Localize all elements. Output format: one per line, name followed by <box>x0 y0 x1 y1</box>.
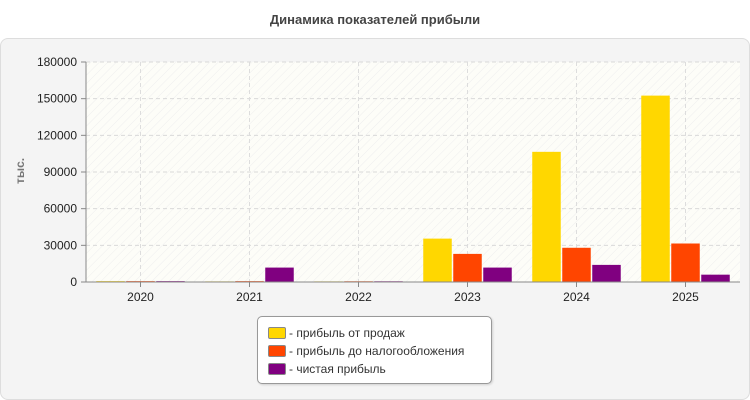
bar <box>592 264 621 282</box>
legend-item-pretax-profit[interactable]: - прибыль до налогообложения <box>268 343 464 359</box>
bar <box>423 238 452 282</box>
y-axis-title: тыс. <box>13 157 27 184</box>
chart-title: Динамика показателей прибыли <box>269 12 481 27</box>
y-tick-label: 120000 <box>37 128 77 142</box>
x-tick-label: 2025 <box>672 290 699 304</box>
legend-label-sales-profit: - прибыль от продаж <box>289 326 405 340</box>
bar <box>532 151 561 282</box>
y-tick-label: 30000 <box>44 238 78 252</box>
x-tick-label: 2022 <box>345 290 372 304</box>
legend-item-sales-profit[interactable]: - прибыль от продаж <box>268 325 405 341</box>
x-tick-label: 2020 <box>127 290 154 304</box>
x-tick-label: 2021 <box>236 290 263 304</box>
bar <box>671 243 700 282</box>
bar <box>562 247 591 282</box>
x-tick-label: 2024 <box>563 290 590 304</box>
bar <box>483 267 512 282</box>
x-tick-label: 2023 <box>454 290 481 304</box>
y-tick-label: 180000 <box>37 55 77 69</box>
y-tick-label: 0 <box>70 275 77 289</box>
legend-item-net-profit[interactable]: - чистая прибыль <box>268 361 386 377</box>
y-tick-label: 60000 <box>44 202 78 216</box>
bar <box>641 95 670 282</box>
legend-swatch-pretax-profit <box>268 345 286 357</box>
legend-label-pretax-profit: - прибыль до налогообложения <box>289 344 465 358</box>
legend-label-net-profit: - чистая прибыль <box>289 362 386 376</box>
legend-swatch-net-profit <box>268 363 286 375</box>
legend[interactable]: - прибыль от продаж - прибыль до налогоо… <box>257 316 492 384</box>
bar <box>265 267 294 282</box>
bar <box>701 274 730 282</box>
bar <box>453 253 482 282</box>
y-tick-label: 90000 <box>44 165 78 179</box>
y-tick-label: 150000 <box>37 92 77 106</box>
legend-swatch-sales-profit <box>268 327 286 339</box>
